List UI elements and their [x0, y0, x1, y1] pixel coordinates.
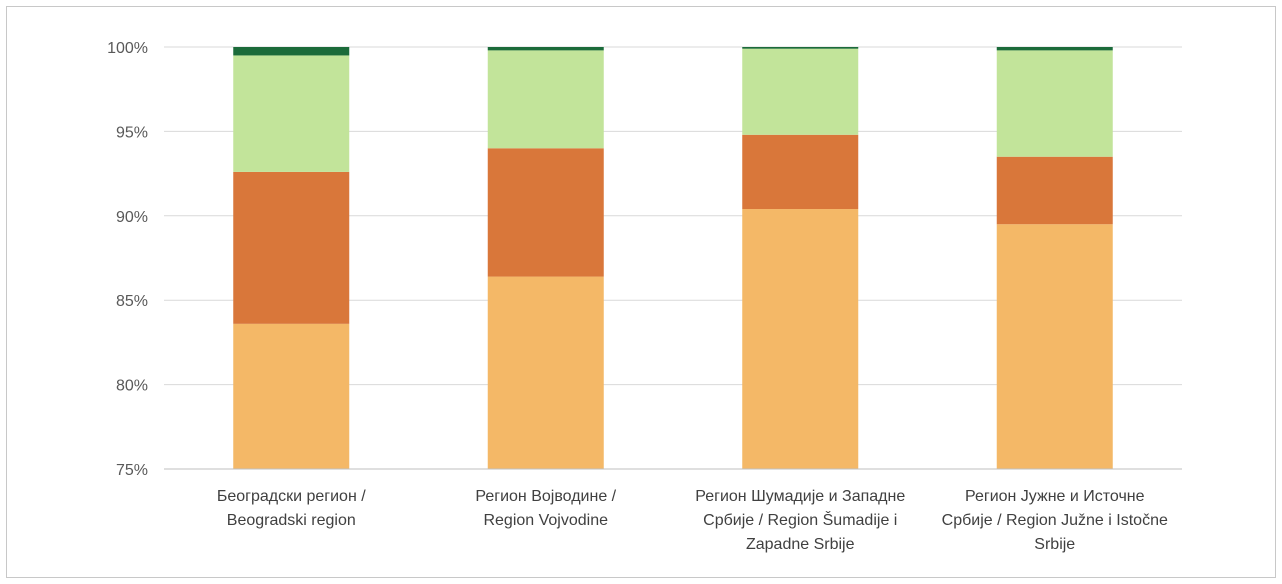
bar-segment — [487, 276, 604, 469]
bar-segment — [742, 48, 859, 135]
bar-segment — [742, 134, 859, 210]
x-category-label-line: Srbije — [1034, 536, 1075, 553]
x-category-label: Регион Војводине / Region Vojvodine — [475, 488, 616, 529]
bar-segment — [996, 156, 1113, 225]
bar-segment — [233, 171, 350, 324]
x-category-label: Регион Шумадије и Западне Србије / Region… — [695, 488, 905, 553]
x-category-label-line: Регион Војводине / — [475, 488, 616, 505]
x-category-label-line: Region Vojvodine — [483, 512, 608, 529]
x-category-label: Регион Јужне и Источне Србије / Region Ju… — [942, 488, 1168, 553]
y-tick-label: 90% — [116, 209, 148, 226]
x-category-label-line: Регион Јужне и Источне — [965, 488, 1145, 505]
bar-segment — [742, 209, 859, 469]
x-category-label-line: Србије / Region Šumadije i — [703, 510, 897, 529]
bar-segment — [996, 50, 1113, 157]
y-tick-label: 85% — [116, 293, 148, 310]
bar-segment — [233, 47, 350, 56]
x-category-label: Београдски регион / Beogradski region — [217, 488, 366, 529]
bar-segment — [233, 55, 350, 172]
y-axis: 75% 80% 85% 90% 95% 100% — [107, 40, 148, 479]
y-tick-label: 95% — [116, 124, 148, 141]
x-category-label-line: Београдски регион / — [217, 488, 366, 505]
y-tick-label: 75% — [116, 462, 148, 479]
bar-segment — [742, 47, 859, 49]
bars — [233, 47, 1113, 469]
x-category-label-line: Регион Шумадије и Западне — [695, 488, 905, 505]
y-tick-label: 80% — [116, 378, 148, 395]
bar-segment — [233, 323, 350, 469]
bar-segment — [487, 50, 604, 149]
bar-segment — [487, 148, 604, 277]
x-category-label-line: Zapadne Srbije — [746, 536, 855, 553]
bar-segment — [487, 47, 604, 51]
bar-segment — [996, 47, 1113, 51]
y-tick-label: 100% — [107, 40, 148, 57]
x-axis: Београдски регион / Beogradski region Реги… — [164, 468, 1182, 553]
x-category-label-line: Beogradski region — [227, 512, 356, 529]
x-category-label-line: Србије / Region Južne i Istočne — [942, 512, 1168, 529]
bar-segment — [996, 224, 1113, 469]
